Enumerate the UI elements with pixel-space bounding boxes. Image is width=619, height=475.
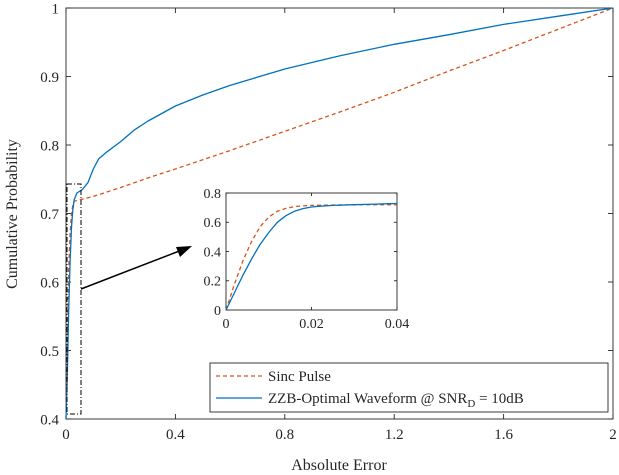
x-axis-label: Absolute Error <box>291 457 387 474</box>
main-y-tick-label: 0.4 <box>40 412 59 428</box>
inset-ticks: 0 0.02 0.04 0 0.2 0.4 0.6 0.8 <box>204 187 410 332</box>
inset-x-tick-label: 0.02 <box>299 317 324 332</box>
legend-label-zzb-main: ZZB-Optimal Waveform @ SNR <box>268 391 467 407</box>
zoom-region-box <box>66 183 82 415</box>
main-x-tick-label: 2 <box>609 427 617 443</box>
main-series-line-zzb <box>65 7 614 420</box>
inset-plot: 0 0.02 0.04 0 0.2 0.4 0.6 0.8 <box>204 187 410 332</box>
legend-label-zzb-tail: = 10dB <box>475 391 523 407</box>
legend-label-sinc: Sinc Pulse <box>268 369 331 385</box>
main-series-line-sinc <box>65 7 614 420</box>
main-y-tick-label: 0.7 <box>40 207 59 223</box>
legend-label-zzb: ZZB-Optimal Waveform @ SNRD = 10dB <box>268 391 524 410</box>
inset-x-tick-label: 0 <box>223 317 230 332</box>
inset-y-tick-label: 0.6 <box>204 216 222 231</box>
main-y-tick-label: 0.5 <box>40 344 59 360</box>
zoom-arrow-head <box>176 246 192 257</box>
legend: Sinc Pulse ZZB-Optimal Waveform @ SNRD =… <box>209 362 609 413</box>
inset-y-tick-label: 0 <box>214 304 221 319</box>
inset-x-tick-label: 0.04 <box>385 317 410 332</box>
main-y-tick-label: 1 <box>52 1 60 17</box>
main-x-tick-label: 1.6 <box>494 427 513 443</box>
main-y-tick-label: 0.9 <box>40 70 59 86</box>
main-ticks: 0 0.4 0.8 1.2 1.6 20.40.50.60.70.80.91 <box>40 1 617 443</box>
zoom-arrow <box>80 246 192 290</box>
main-lines <box>65 7 614 420</box>
main-x-tick-label: 0.8 <box>275 427 294 443</box>
inset-series-line-zzb <box>225 202 398 311</box>
legend-box <box>209 362 609 413</box>
main-x-tick-label: 1.2 <box>385 427 404 443</box>
zoom-arrow-shaft <box>80 249 183 290</box>
inset-lines <box>225 202 398 311</box>
main-y-tick-label: 0.8 <box>40 138 59 154</box>
main-y-tick-label: 0.6 <box>40 275 59 291</box>
inset-y-tick-label: 0.8 <box>204 187 222 202</box>
legend-label-zzb-subscript: D <box>467 398 475 410</box>
inset-y-tick-label: 0.2 <box>204 275 222 290</box>
main-x-tick-label: 0.4 <box>166 427 185 443</box>
main-x-tick-label: 0 <box>62 427 70 443</box>
y-axis-label: Cumulative Probability <box>4 139 21 289</box>
inset-y-tick-label: 0.4 <box>204 245 222 260</box>
inset-plot-frame <box>225 192 398 311</box>
